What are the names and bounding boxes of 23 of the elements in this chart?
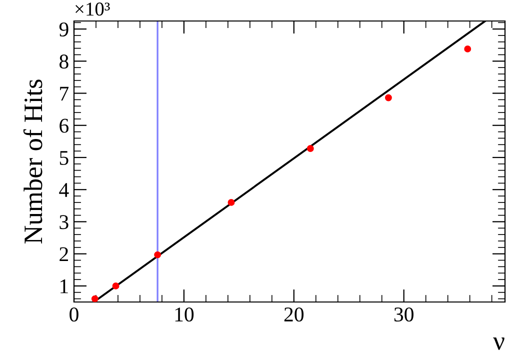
point [384, 94, 392, 102]
y-tick-label: 1 [60, 279, 68, 294]
y-tick-label: 7 [60, 86, 69, 100]
point [91, 295, 98, 302]
text: ×10³ [76, 2, 110, 16]
x-tick-label: 30 [394, 307, 414, 322]
y-tick-label: 6 [60, 118, 69, 133]
y-tick-label: 8 [60, 54, 68, 69]
y-tick-label: 4 [59, 183, 69, 197]
y-tick-label: 3 [60, 215, 68, 230]
point [112, 282, 120, 290]
x-axis-title: ν [493, 338, 504, 350]
x-tick-label: 0 [70, 307, 78, 322]
y-axis-title: Number of Hits [23, 80, 42, 244]
point [464, 45, 472, 52]
y-tick-label: 2 [60, 247, 68, 262]
point [154, 251, 162, 258]
x-tick-label: 10 [175, 307, 194, 322]
y-tick-label: 5 [60, 151, 68, 165]
point [228, 198, 235, 206]
x-tick-label: 20 [284, 307, 304, 322]
point [306, 145, 314, 152]
y-tick-label: 9 [59, 22, 68, 36]
